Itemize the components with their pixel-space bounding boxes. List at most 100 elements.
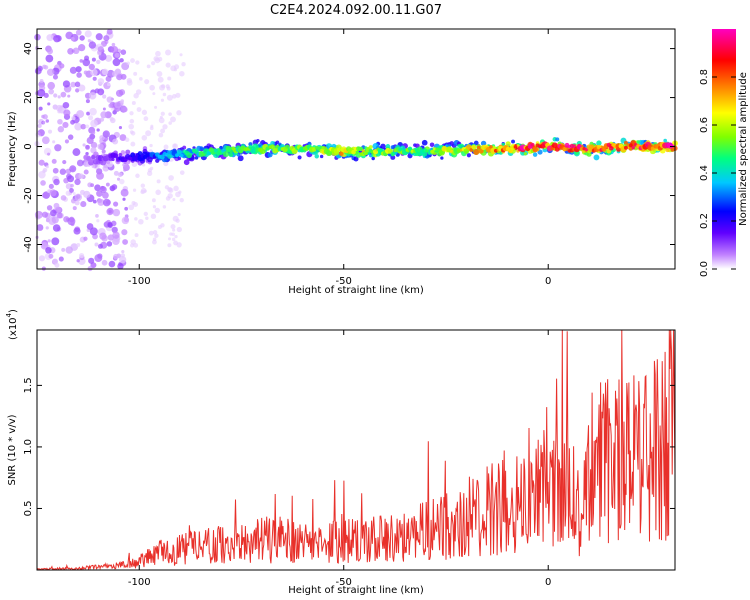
spectrogram-cell xyxy=(85,124,90,129)
spectrogram-panel: -100 -50 0 -40 -20 0 20 40 Height of straight l… xyxy=(7,28,678,296)
spectrogram-cell xyxy=(124,137,130,143)
snr-x-tick-label: 0 xyxy=(545,577,551,588)
spectrogram-cell xyxy=(86,223,94,230)
spectrogram-cell xyxy=(109,116,114,121)
spectrogram-cell xyxy=(123,158,128,162)
spectrogram-cell xyxy=(112,58,121,67)
spectrogram-cell xyxy=(118,256,127,264)
svg-text:(x104): (x104) xyxy=(5,309,19,340)
spectrogram-cell xyxy=(469,148,474,152)
spectrogram-cell xyxy=(115,89,124,97)
spectrogram-cell xyxy=(54,144,62,152)
spectrogram-cell xyxy=(157,225,162,230)
spectrogram-cell xyxy=(181,61,186,67)
spectrogram-cell xyxy=(53,178,60,186)
spectrogram-cell xyxy=(45,119,50,123)
spectrogram-cell xyxy=(69,66,77,74)
spectrogram-cell xyxy=(160,128,166,134)
spectrogram-cell xyxy=(407,146,413,151)
spectrogram-cell xyxy=(608,145,614,151)
spectrogram-cell xyxy=(118,152,123,157)
spectrogram-cell xyxy=(47,102,51,106)
snr-multiplier-exp: 4 xyxy=(5,312,13,317)
spectrogram-cell xyxy=(155,189,161,196)
spectrogram-cell xyxy=(149,84,155,91)
spectrogram-cell xyxy=(171,232,176,237)
spectrogram-cell xyxy=(186,152,193,159)
spectrogram-cell xyxy=(73,227,81,235)
spectrogram-cell xyxy=(53,34,61,43)
spectrogram-cell xyxy=(48,183,54,190)
spectrogram-cell xyxy=(57,95,61,99)
spectrogram-cell xyxy=(248,144,253,150)
spectrogram-cell xyxy=(87,39,91,43)
spectrogram-cell xyxy=(145,216,149,220)
spectrogram-cell xyxy=(665,148,670,153)
spectrogram-cell xyxy=(174,234,178,239)
spectrogram-cell xyxy=(555,137,560,142)
spectrogram-cell xyxy=(83,70,88,75)
spectrogram-cell xyxy=(170,224,176,230)
spectrogram-cell xyxy=(125,149,131,155)
spectrogram-cell xyxy=(38,170,46,179)
spectrogram-cell xyxy=(319,154,324,159)
snr-frame xyxy=(36,329,676,571)
spectrogram-cell xyxy=(47,129,53,134)
spectrogram-cell xyxy=(45,247,52,254)
colorbar-tick-label: 0.6 xyxy=(699,117,710,133)
spectrogram-cell xyxy=(121,229,128,236)
spectrogram-cell xyxy=(132,155,139,162)
spectrogram-cell xyxy=(119,178,125,185)
spectrogram-cell xyxy=(80,123,87,130)
spectrogram-cell xyxy=(149,143,153,148)
spectrogram-cell xyxy=(162,124,168,130)
spectrogram-cell xyxy=(297,155,302,160)
spectrogram-cell xyxy=(106,82,111,87)
spectrogram-cell xyxy=(43,92,49,99)
spectrogram-cell xyxy=(94,254,103,263)
spectrogram-cell xyxy=(152,237,157,242)
spectrogram-cell xyxy=(94,242,99,247)
spectrogram-cell xyxy=(165,49,171,56)
spectrogram-cell xyxy=(41,114,45,119)
spectrogram-y-tick-label: 20 xyxy=(23,91,34,104)
spectrogram-cell xyxy=(133,242,139,248)
spectrogram-cell xyxy=(76,194,81,199)
spectrogram-cell xyxy=(71,116,76,121)
spectrogram-cell xyxy=(67,217,76,226)
spectrogram-cell xyxy=(75,66,82,73)
spectrogram-cell xyxy=(76,110,85,118)
spectrogram-cell xyxy=(52,258,58,264)
spectrogram-cell xyxy=(144,79,150,85)
spectrogram-cells xyxy=(34,28,678,272)
spectrogram-cell xyxy=(85,99,90,104)
spectrogram-cell xyxy=(53,93,58,98)
spectrogram-cell xyxy=(110,106,115,111)
spectrogram-cell xyxy=(168,175,174,181)
spectrogram-cell xyxy=(256,138,260,143)
spectrogram-cell xyxy=(121,216,130,225)
spectrogram-cell xyxy=(124,206,129,211)
spectrogram-cell xyxy=(105,75,112,82)
spectrogram-cell xyxy=(336,147,341,152)
spectrogram-cell xyxy=(141,109,148,115)
spectrogram-cell xyxy=(85,151,89,156)
spectrogram-cell xyxy=(122,239,128,245)
spectrogram-cell xyxy=(259,148,266,155)
spectrogram-cell xyxy=(562,147,567,152)
spectrogram-cell xyxy=(76,72,82,78)
spectrogram-cell xyxy=(228,152,234,158)
spectrogram-cell xyxy=(61,247,66,252)
spectrogram-cell xyxy=(134,233,139,238)
spectrogram-cell xyxy=(102,107,106,111)
spectrogram-cell xyxy=(111,157,115,162)
spectrogram-cell xyxy=(34,210,43,219)
spectrogram-cell xyxy=(51,216,59,224)
colorbar-tick-label: 0.2 xyxy=(699,213,710,229)
spectrogram-cell xyxy=(72,47,80,55)
spectrogram-cell xyxy=(99,117,105,122)
spectrogram-cell xyxy=(588,144,595,150)
spectrogram-cell xyxy=(179,70,185,77)
spectrogram-cell xyxy=(148,230,154,236)
